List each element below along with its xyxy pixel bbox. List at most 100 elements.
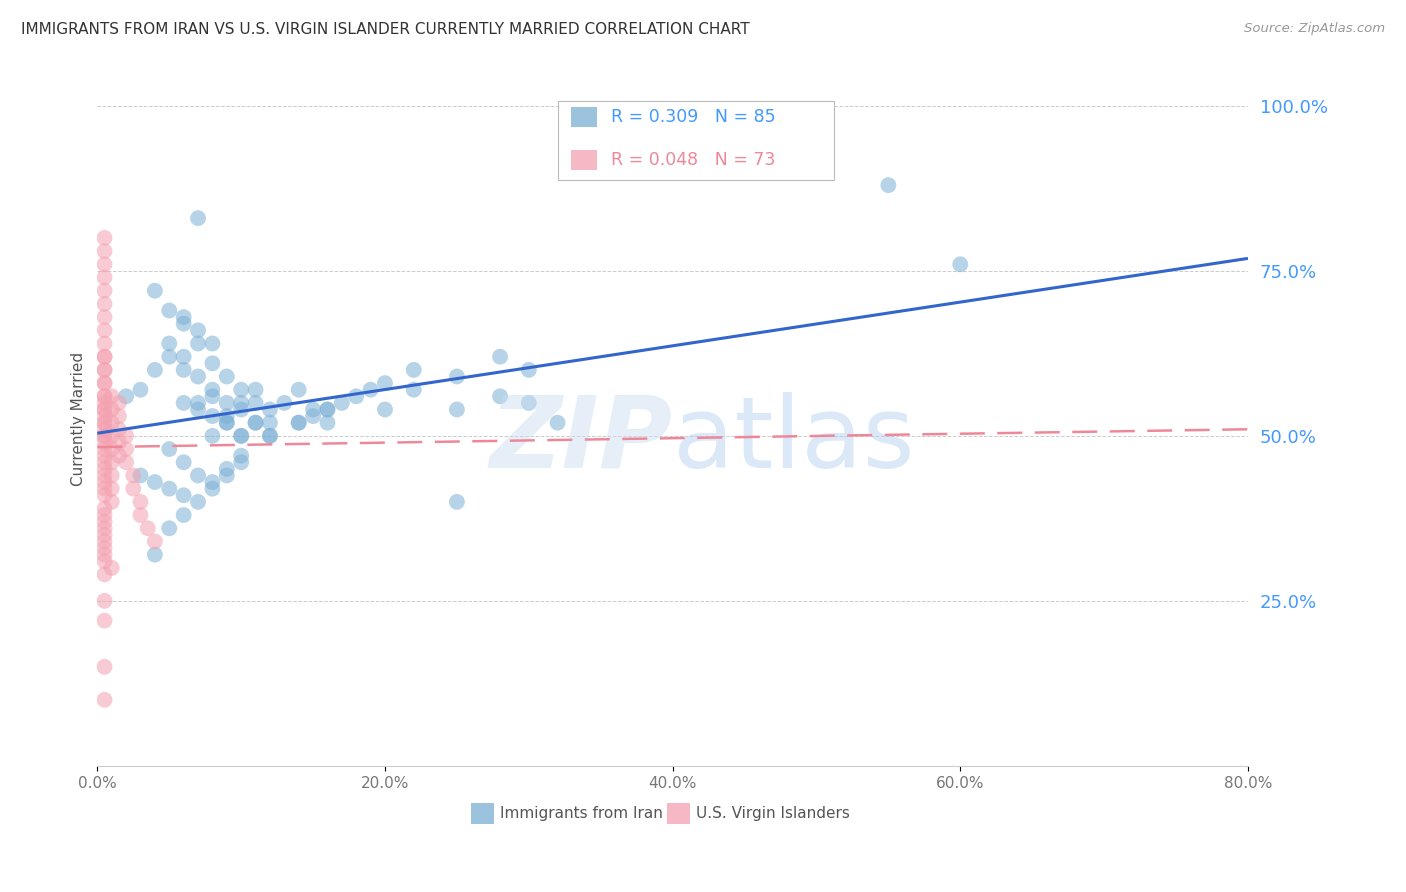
Point (157, 336, 180, 351)
Point (173, 508, 195, 522)
Point (215, 416, 238, 430)
Point (215, 396, 238, 410)
Point (517, 363, 540, 377)
Point (93, 402, 115, 417)
FancyBboxPatch shape (558, 101, 834, 180)
Text: Immigrants from Iran: Immigrants from Iran (501, 806, 662, 822)
Point (93, 482, 115, 496)
Point (93, 435, 115, 450)
Point (100, 442, 122, 456)
Point (231, 396, 253, 410)
Point (93, 521, 115, 535)
Point (302, 409, 325, 423)
Point (93, 442, 115, 456)
Point (231, 429, 253, 443)
Point (157, 350, 180, 364)
Text: U.S. Virgin Islanders: U.S. Virgin Islanders (696, 806, 849, 822)
Point (115, 429, 138, 443)
Point (93, 429, 115, 443)
Bar (666, 803, 690, 824)
Point (93, 462, 115, 476)
Point (173, 455, 195, 469)
Point (93, 515, 115, 529)
Point (489, 389, 512, 403)
Point (187, 369, 209, 384)
Point (108, 449, 131, 463)
Point (201, 383, 224, 397)
Point (143, 284, 166, 298)
Point (245, 396, 267, 410)
Point (187, 323, 209, 337)
Text: ZIP: ZIP (489, 392, 672, 489)
Point (187, 396, 209, 410)
Point (489, 350, 512, 364)
Point (374, 402, 396, 417)
Point (93, 693, 115, 707)
Text: R = 0.048   N = 73: R = 0.048 N = 73 (610, 151, 775, 169)
Point (93, 231, 115, 245)
Point (173, 317, 195, 331)
Point (517, 396, 540, 410)
Point (100, 402, 122, 417)
Point (201, 429, 224, 443)
Point (93, 350, 115, 364)
Point (273, 396, 295, 410)
Point (100, 561, 122, 575)
Bar (571, 107, 596, 127)
Point (93, 363, 115, 377)
Point (201, 475, 224, 489)
Point (93, 475, 115, 489)
Point (215, 416, 238, 430)
Point (93, 363, 115, 377)
Point (173, 363, 195, 377)
Point (302, 402, 325, 417)
Point (201, 482, 224, 496)
Point (173, 488, 195, 502)
Point (157, 303, 180, 318)
Point (93, 594, 115, 608)
Point (93, 554, 115, 568)
Point (100, 468, 122, 483)
Point (316, 402, 339, 417)
Point (93, 396, 115, 410)
Point (93, 422, 115, 436)
Point (93, 541, 115, 555)
Point (259, 429, 281, 443)
Point (402, 383, 425, 397)
Point (93, 310, 115, 325)
Point (157, 521, 180, 535)
Point (108, 422, 131, 436)
Point (100, 455, 122, 469)
Point (143, 548, 166, 562)
Point (231, 455, 253, 469)
Point (187, 495, 209, 509)
Point (93, 660, 115, 674)
Point (402, 363, 425, 377)
Point (259, 416, 281, 430)
Text: atlas: atlas (672, 392, 914, 489)
Point (93, 501, 115, 516)
Point (93, 409, 115, 423)
Point (93, 416, 115, 430)
Point (231, 429, 253, 443)
Y-axis label: Currently Married: Currently Married (72, 352, 86, 486)
Point (374, 376, 396, 390)
Point (215, 468, 238, 483)
Point (93, 270, 115, 285)
Point (157, 442, 180, 456)
Point (360, 383, 382, 397)
Point (129, 508, 152, 522)
Point (115, 442, 138, 456)
Point (108, 396, 131, 410)
Point (100, 389, 122, 403)
Point (93, 508, 115, 522)
Point (547, 416, 569, 430)
Text: IMMIGRANTS FROM IRAN VS U.S. VIRGIN ISLANDER CURRENTLY MARRIED CORRELATION CHART: IMMIGRANTS FROM IRAN VS U.S. VIRGIN ISLA… (21, 22, 749, 37)
Point (173, 396, 195, 410)
Point (201, 409, 224, 423)
Point (330, 396, 353, 410)
Point (287, 416, 309, 430)
Point (143, 475, 166, 489)
Point (344, 389, 367, 403)
Text: R = 0.309   N = 85: R = 0.309 N = 85 (610, 108, 775, 126)
